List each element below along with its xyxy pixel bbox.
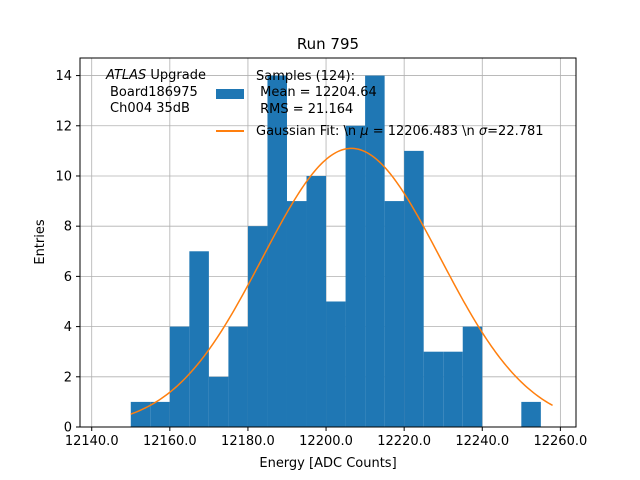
histogram-bar [208, 376, 229, 427]
annotation-line-1: ATLAS Upgrade [105, 68, 206, 83]
histogram-bar [365, 75, 385, 428]
annotation-line-3: Ch004 35dB [110, 101, 190, 116]
histogram-bar [404, 150, 424, 427]
x-tick-label: 12200.0 [299, 434, 353, 449]
histogram-bar [267, 75, 287, 428]
histogram-bar [247, 226, 268, 427]
x-tick-label: 12240.0 [455, 434, 509, 449]
histogram-bar [326, 301, 346, 427]
y-tick-label: 4 [64, 320, 72, 335]
histogram-bar [286, 201, 307, 427]
legend-fit-mid: = 12206.483 \n [369, 124, 479, 139]
legend-fit-label: Gaussian Fit: \n μ = 12206.483 \n σ=22.7… [256, 124, 544, 139]
y-axis-ticks: 0 2 4 6 8 10 12 14 [55, 69, 80, 436]
annotation-line-2: Board186975 [110, 85, 198, 100]
plot-frame [79, 57, 577, 428]
y-axis-label: Entries [33, 219, 48, 265]
atlas-annotation: ATLAS Upgrade Board186975 Ch004 35dB [105, 68, 206, 116]
y-tick-label: 12 [55, 119, 72, 134]
histogram-bar [521, 401, 541, 427]
annotation-atlas: ATLAS [105, 68, 146, 83]
x-tick-label: 12180.0 [221, 434, 275, 449]
x-axis-label: Energy [ADC Counts] [259, 456, 396, 471]
histogram-bar [150, 401, 170, 427]
histogram-bar [443, 351, 463, 427]
legend-fit-mu: μ [359, 124, 368, 139]
y-tick-label: 0 [64, 421, 72, 436]
chart-title: Run 795 [297, 35, 359, 53]
histogram-bar [345, 125, 366, 427]
x-axis-ticks: 12140.0 12160.0 12180.0 12200.0 12220.0 12240… [65, 427, 587, 449]
y-tick-label: 6 [64, 270, 72, 285]
histogram-bar [306, 175, 327, 427]
x-tick-label: 12260.0 [533, 434, 587, 449]
histogram-bar [423, 351, 444, 427]
legend-hist-line-3: RMS = 21.164 [256, 102, 353, 117]
legend-fit-sigma: σ [479, 124, 488, 139]
y-tick-label: 10 [55, 169, 72, 184]
annotation-upgrade: Upgrade [146, 68, 206, 83]
y-tick-label: 14 [55, 69, 72, 84]
x-tick-label: 12220.0 [377, 434, 431, 449]
histogram-bar [384, 201, 405, 427]
x-tick-label: 12160.0 [143, 434, 197, 449]
histogram-bar [169, 326, 190, 427]
y-tick-label: 2 [64, 370, 72, 385]
legend: Samples (124): Mean = 12204.64 RMS = 21.… [216, 69, 544, 139]
legend-hist-line-1: Samples (124): [256, 69, 355, 84]
y-tick-label: 8 [64, 220, 72, 235]
histogram-bar [130, 401, 151, 427]
legend-fit-prefix: Gaussian Fit: \n [256, 124, 360, 139]
x-tick-label: 12140.0 [65, 434, 119, 449]
gaussian-fit-curve [130, 147, 553, 415]
histogram-bar [462, 326, 483, 427]
legend-fit-end: =22.781 [487, 124, 543, 139]
histogram-bar [228, 326, 248, 427]
legend-histogram-swatch [216, 89, 244, 99]
legend-hist-line-2: Mean = 12204.64 [256, 85, 377, 100]
histogram-bar [189, 251, 209, 427]
histogram-bars [130, 75, 541, 428]
